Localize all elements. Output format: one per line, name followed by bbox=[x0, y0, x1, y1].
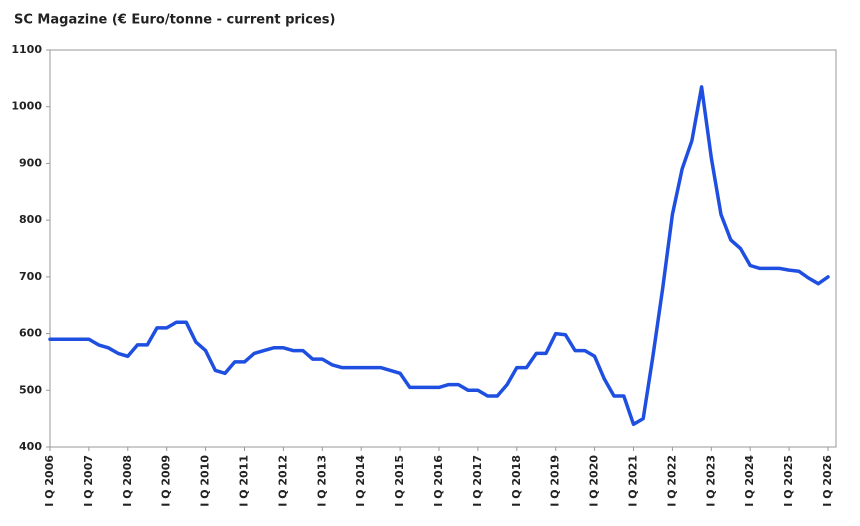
x-tick-label: I Q 2017 bbox=[471, 455, 484, 507]
y-tick-label: 900 bbox=[19, 156, 42, 169]
x-tick-label: I Q 2008 bbox=[121, 455, 134, 507]
x-tick-label: I Q 2025 bbox=[782, 455, 795, 507]
x-tick-label: I Q 2020 bbox=[588, 455, 601, 507]
x-tick-label: I Q 2011 bbox=[238, 455, 251, 507]
x-tick-label: I Q 2015 bbox=[393, 455, 406, 507]
x-tick-label: I Q 2009 bbox=[160, 455, 173, 507]
x-tick-label: I Q 2007 bbox=[82, 455, 95, 507]
x-tick-label: I Q 2018 bbox=[510, 455, 523, 507]
y-tick-label: 600 bbox=[19, 327, 42, 340]
x-tick-label: I Q 2012 bbox=[276, 455, 289, 507]
x-tick-label: I Q 2024 bbox=[743, 455, 756, 507]
y-tick-label: 800 bbox=[19, 213, 42, 226]
x-tick-label: I Q 2014 bbox=[354, 455, 367, 507]
y-tick-label: 1000 bbox=[11, 100, 42, 113]
y-tick-label: 500 bbox=[19, 383, 42, 396]
x-tick-label: I Q 2010 bbox=[199, 455, 212, 507]
x-tick-label: I Q 2006 bbox=[43, 455, 56, 507]
x-tick-label: I Q 2019 bbox=[549, 455, 562, 507]
y-tick-label: 400 bbox=[19, 440, 42, 453]
y-tick-label: 1100 bbox=[11, 43, 42, 56]
line-series bbox=[48, 85, 830, 427]
y-tick-label: 700 bbox=[19, 270, 42, 283]
x-tick-label: I Q 2023 bbox=[704, 455, 717, 507]
x-tick-label: I Q 2013 bbox=[315, 455, 328, 507]
x-tick-label: I Q 2026 bbox=[821, 455, 834, 507]
plot-frame bbox=[49, 49, 837, 448]
x-tick-label: I Q 2016 bbox=[432, 455, 445, 507]
x-tick-label: I Q 2021 bbox=[627, 455, 640, 507]
chart-title: SC Magazine (€ Euro/tonne - current pric… bbox=[14, 13, 335, 28]
x-tick-label: I Q 2022 bbox=[665, 455, 678, 507]
